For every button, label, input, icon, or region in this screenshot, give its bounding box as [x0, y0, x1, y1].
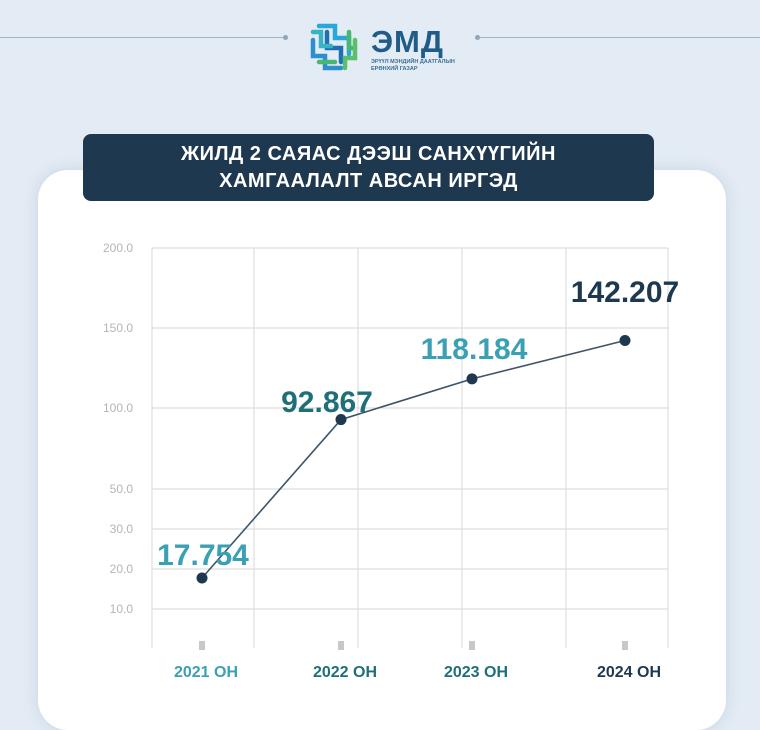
- logo-subtitle: ЭРҮҮЛ МЭНДИЙН ДААТГАЛЫН ЕРӨНХИЙ ГАЗАР: [371, 59, 461, 73]
- x-category-label: 2024 ОН: [597, 664, 661, 681]
- chart-card: [38, 170, 726, 730]
- y-tick-label: 100.0: [103, 401, 133, 415]
- data-label: 92.867: [281, 386, 373, 419]
- x-tick-marker: [199, 641, 205, 650]
- line-chart: 200.0 150.0 100.0 50.0 30.0 20.0 10.0 17.754 92.…: [103, 241, 679, 681]
- data-label: 17.754: [157, 539, 249, 572]
- header-divider-left: [0, 35, 288, 40]
- chart-title-line1: ЖИЛД 2 САЯАС ДЭЭШ САНХҮҮГИЙН: [181, 142, 556, 165]
- data-point: [466, 373, 478, 385]
- chart-title-banner: ЖИЛД 2 САЯАС ДЭЭШ САНХҮҮГИЙН ХАМГААЛАЛТ …: [83, 134, 654, 201]
- x-tick-marker: [469, 641, 475, 650]
- x-category-label: 2021 ОН: [174, 664, 238, 681]
- data-label: 118.184: [421, 333, 528, 366]
- chart-title-line2: ХАМГААЛАЛТ АВСАН ИРГЭД: [219, 169, 518, 192]
- y-tick-label: 50.0: [110, 482, 134, 496]
- y-tick-label: 200.0: [103, 241, 133, 255]
- x-category-label: 2023 ОН: [444, 664, 508, 681]
- y-tick-label: 10.0: [110, 602, 134, 616]
- data-point: [619, 334, 631, 346]
- data-label: 142.207: [571, 276, 679, 309]
- logo-subtitle-line2: ЕРӨНХИЙ ГАЗАР: [371, 66, 418, 72]
- y-tick-label: 30.0: [110, 522, 134, 536]
- data-point: [196, 572, 208, 584]
- series-line: [201, 339, 626, 579]
- divider-dot: [475, 35, 480, 40]
- logo-subtitle-line1: ЭРҮҮЛ МЭНДИЙН ДААТГАЛЫН: [371, 59, 455, 65]
- x-tick-marker: [622, 641, 628, 650]
- y-tick-label: 150.0: [103, 321, 133, 335]
- divider-dot: [283, 35, 288, 40]
- x-tick-marker: [338, 641, 344, 650]
- y-tick-label: 20.0: [110, 562, 134, 576]
- knot-logo-icon: [310, 23, 358, 71]
- emd-logo: ЭМД ЭРҮҮЛ МЭНДИЙН ДААТГАЛЫН ЕРӨНХИЙ ГАЗА…: [305, 18, 455, 76]
- data-point: [335, 414, 347, 426]
- header-divider-right: [475, 35, 760, 40]
- x-category-label: 2022 ОН: [313, 664, 377, 681]
- logo-title: ЭМД: [371, 24, 444, 59]
